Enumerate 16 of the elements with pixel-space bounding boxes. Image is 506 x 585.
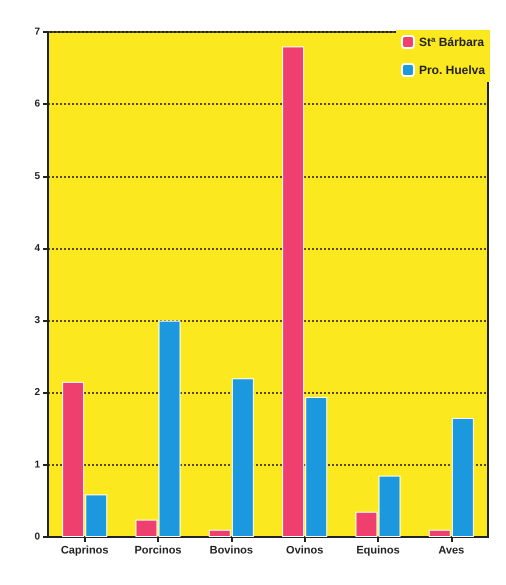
- y-tick-label: 7: [34, 26, 40, 38]
- y-tick-label: 6: [34, 98, 40, 110]
- y-tick-label: 0: [34, 532, 40, 542]
- x-tick-label: Aves: [438, 544, 464, 556]
- y-tick-label: 1: [34, 459, 40, 470]
- x-tick-label: Porcinos: [134, 544, 182, 556]
- y-tick-label: 3: [34, 315, 40, 326]
- x-tick-label: Equinos: [356, 544, 400, 556]
- legend-label: Pro. Huelva: [418, 63, 486, 77]
- y-tick-label: 4: [34, 242, 40, 254]
- legend-label: Stª Bárbara: [418, 35, 484, 49]
- y-tick-label: 2: [34, 387, 40, 398]
- y-tick-label: 5: [34, 170, 40, 182]
- x-tick-label: Ovinos: [286, 544, 324, 556]
- x-tick-label: Bovinos: [210, 544, 254, 556]
- x-tick-label: Caprinos: [60, 544, 109, 556]
